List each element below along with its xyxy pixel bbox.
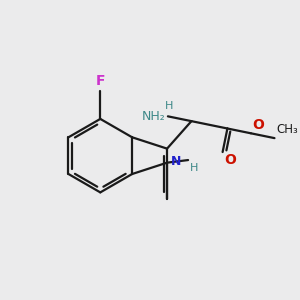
Text: CH₃: CH₃ bbox=[276, 123, 298, 136]
Text: NH₂: NH₂ bbox=[142, 110, 166, 123]
Text: F: F bbox=[96, 74, 105, 88]
Text: H: H bbox=[165, 101, 173, 111]
Text: N: N bbox=[171, 155, 181, 168]
Text: O: O bbox=[252, 118, 264, 132]
Text: H: H bbox=[190, 164, 198, 173]
Text: O: O bbox=[224, 153, 236, 167]
